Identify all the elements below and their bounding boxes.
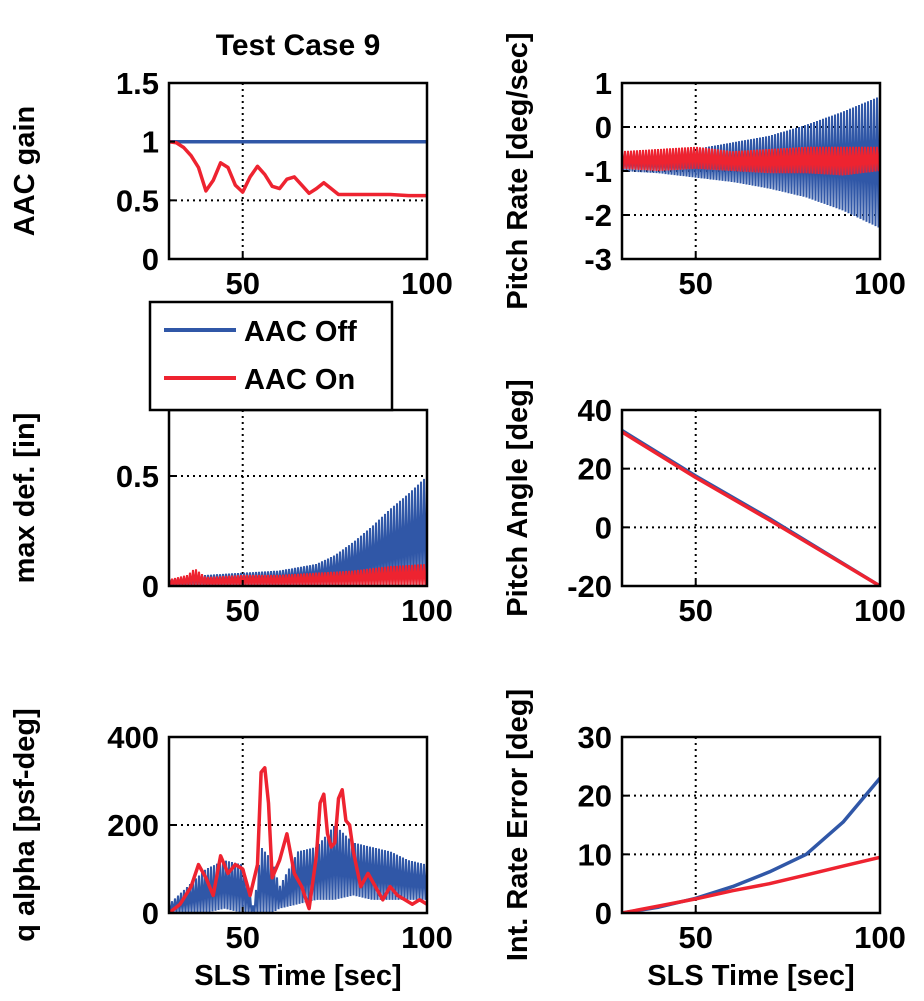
series-int-rate-error-aac-off — [622, 776, 880, 913]
y-axis-label: Pitch Rate [deg/sec] — [502, 32, 534, 309]
y-tick-label: 0.5 — [116, 183, 159, 218]
series-group — [169, 766, 427, 913]
y-tick-label: 0 — [142, 896, 159, 931]
panel-pitch-angle: 50 100 -20 0 20 40 Pitch Angle [deg] — [502, 379, 906, 628]
series-group — [622, 96, 880, 228]
x-axis-label: SLS Time [sec] — [194, 960, 401, 992]
y-axis-label: q alpha [psf-deg] — [9, 708, 41, 942]
y-tick-label: 1 — [142, 125, 159, 160]
y-axis-label: max def. [in] — [9, 413, 41, 584]
y-axis-label: Pitch Angle [deg] — [502, 379, 534, 616]
y-tick-label: 400 — [107, 720, 159, 755]
x-tick-label: 50 — [678, 593, 712, 628]
y-axis-label: Int. Rate Error [deg] — [502, 689, 534, 961]
x-tick-label: 50 — [225, 593, 259, 628]
axes-box-int-rate-error — [620, 735, 882, 915]
panel-int-rate-error: 50 100 0 10 20 30 SLS Time [sec] Int. Rate Erro… — [502, 689, 906, 992]
axes-box-aac-gain — [167, 81, 429, 261]
y-tick-label: 0 — [142, 242, 159, 277]
series-group — [169, 139, 427, 198]
y-tick-label: 10 — [578, 837, 612, 872]
x-tick-label: 100 — [401, 266, 453, 301]
legend-label-aac-off: AAC Off — [244, 316, 357, 348]
x-tick-label: 50 — [225, 920, 259, 955]
y-tick-label: 1.5 — [116, 66, 159, 101]
y-tick-label: 0 — [595, 510, 612, 545]
series-group — [169, 475, 427, 586]
y-axis-label: AAC gain — [9, 106, 41, 237]
y-tick-label: 200 — [107, 808, 159, 843]
legend-box — [148, 300, 394, 412]
y-tick-label: -1 — [584, 154, 612, 189]
x-tick-label: 50 — [678, 266, 712, 301]
series-group — [622, 776, 880, 913]
series-pitch-angle-aac-on — [622, 430, 880, 586]
legend: AAC Off AAC On — [148, 300, 394, 412]
x-tick-label: 50 — [225, 266, 259, 301]
series-group — [622, 429, 880, 586]
panel-aac-gain: 50 100 0 0.5 1 1.5 Test Case 9 AAC gain — [9, 29, 453, 301]
y-tick-label: -20 — [567, 569, 612, 604]
x-axis-label: SLS Time [sec] — [647, 960, 854, 992]
x-tick-label: 100 — [401, 920, 453, 955]
y-tick-label: 0.5 — [116, 459, 159, 494]
y-tick-label: 20 — [578, 779, 612, 814]
x-tick-label: 100 — [854, 920, 906, 955]
axes-box-pitch-angle — [620, 408, 882, 588]
series-q-alpha-aac-off — [169, 825, 427, 913]
x-tick-label: 100 — [854, 593, 906, 628]
y-tick-label: 20 — [578, 452, 612, 487]
series-int-rate-error-aac-on — [622, 855, 880, 913]
panel-q-alpha: 50 100 0 200 400 SLS Time [sec] q alpha [psf-d… — [9, 708, 453, 992]
y-tick-label: 40 — [578, 393, 612, 428]
series-aac-gain-aac-on — [169, 139, 427, 198]
series-q-alpha-aac-on — [169, 766, 427, 913]
panel-pitch-rate: 50 100 -3 -2 -1 0 1 Pitch Rate [deg/sec] — [502, 32, 906, 309]
x-tick-label: 100 — [401, 593, 453, 628]
y-tick-label: 0 — [595, 896, 612, 931]
y-tick-label: 30 — [578, 720, 612, 755]
x-tick-label: 50 — [678, 920, 712, 955]
legend-label-aac-on: AAC On — [244, 364, 355, 396]
y-tick-label: 0 — [142, 569, 159, 604]
y-tick-label: 0 — [595, 110, 612, 145]
panel-max-def: 50 100 0 0.5 max def. [in] — [9, 408, 453, 628]
y-tick-label: 1 — [595, 66, 612, 101]
series-max-def-aac-on — [169, 563, 427, 586]
x-tick-label: 100 — [854, 266, 906, 301]
chart-title: Test Case 9 — [216, 29, 381, 62]
y-tick-label: -2 — [584, 198, 612, 233]
series-pitch-rate-aac-on — [622, 146, 880, 176]
y-tick-label: -3 — [584, 242, 612, 277]
